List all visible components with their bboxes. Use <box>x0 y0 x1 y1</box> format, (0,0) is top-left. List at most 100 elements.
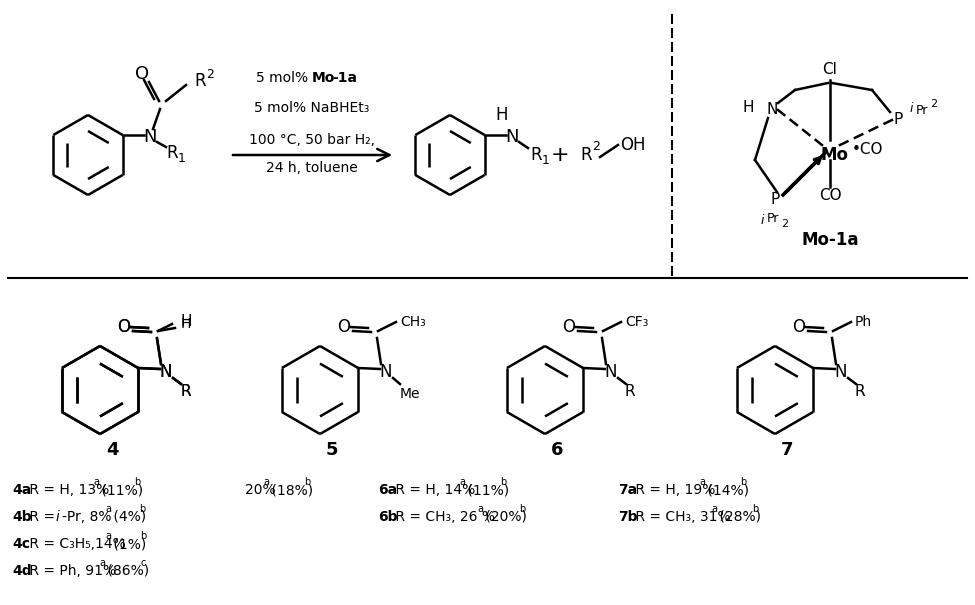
Text: R =: R = <box>25 510 59 524</box>
Text: a: a <box>263 477 270 487</box>
Text: b: b <box>740 477 746 487</box>
Text: a: a <box>712 504 718 514</box>
Text: 4: 4 <box>105 441 118 459</box>
Text: -1a: -1a <box>332 71 357 85</box>
Text: O: O <box>563 318 575 336</box>
Text: R = H, 19%: R = H, 19% <box>631 483 716 497</box>
Text: P: P <box>893 113 903 128</box>
Text: H: H <box>495 106 508 124</box>
Text: 2: 2 <box>781 219 788 229</box>
Text: b: b <box>304 477 311 487</box>
Text: 2: 2 <box>592 140 600 154</box>
Text: 5: 5 <box>326 441 338 459</box>
Text: 20%: 20% <box>245 483 276 497</box>
Text: Me: Me <box>400 387 420 401</box>
Text: H: H <box>180 315 191 330</box>
Text: i: i <box>910 102 914 114</box>
Text: OH: OH <box>620 136 645 154</box>
Text: H: H <box>742 99 754 114</box>
Text: R = CH₃, 26 %: R = CH₃, 26 % <box>391 510 495 524</box>
Text: •CO: •CO <box>852 143 883 157</box>
Text: N: N <box>604 363 617 381</box>
Text: i: i <box>761 214 764 226</box>
Text: 2: 2 <box>206 68 214 80</box>
Text: c: c <box>140 558 145 568</box>
Text: b: b <box>500 477 506 487</box>
Text: O: O <box>135 65 149 83</box>
Text: 4d: 4d <box>12 564 31 578</box>
Text: N: N <box>766 102 778 117</box>
Text: (86%): (86%) <box>103 564 149 578</box>
Text: (14%): (14%) <box>703 483 749 497</box>
Text: 1: 1 <box>542 154 550 168</box>
Text: (18%): (18%) <box>267 483 313 497</box>
Text: N: N <box>160 363 173 381</box>
Text: R: R <box>580 146 592 164</box>
Text: R: R <box>625 385 636 399</box>
Text: N: N <box>143 128 157 146</box>
Text: a: a <box>94 477 99 487</box>
Text: CO: CO <box>819 188 841 203</box>
Text: R = C₃H₅,14%: R = C₃H₅,14% <box>25 537 126 551</box>
Text: (1%): (1%) <box>109 537 146 551</box>
Text: CH₃: CH₃ <box>400 315 426 329</box>
Text: R = Ph, 91%: R = Ph, 91% <box>25 564 116 578</box>
Text: Cl: Cl <box>823 62 838 77</box>
Text: a: a <box>99 558 105 568</box>
Text: (28%): (28%) <box>716 510 761 524</box>
Text: Mo: Mo <box>312 71 335 85</box>
Text: 7a: 7a <box>618 483 637 497</box>
Text: O: O <box>337 318 350 336</box>
Text: a: a <box>699 477 705 487</box>
Text: (4%): (4%) <box>108 510 145 524</box>
Text: a: a <box>459 477 465 487</box>
Text: 5 mol% NaBHEt₃: 5 mol% NaBHEt₃ <box>254 101 370 115</box>
Text: N: N <box>505 128 519 146</box>
Text: a: a <box>105 504 111 514</box>
Text: R = H, 13%: R = H, 13% <box>25 483 109 497</box>
Text: 100 °C, 50 bar H₂,: 100 °C, 50 bar H₂, <box>249 133 375 147</box>
Text: b: b <box>140 531 146 541</box>
Text: R = H, 14%: R = H, 14% <box>391 483 475 497</box>
Text: b: b <box>753 504 759 514</box>
Text: 2: 2 <box>930 99 937 109</box>
Text: 7b: 7b <box>618 510 638 524</box>
Text: 24 h, toluene: 24 h, toluene <box>266 161 358 175</box>
Text: R: R <box>180 385 191 399</box>
Text: 1: 1 <box>178 152 186 166</box>
Text: N: N <box>160 363 173 381</box>
Text: -Pr, 8%: -Pr, 8% <box>61 510 111 524</box>
Text: 6b: 6b <box>378 510 398 524</box>
Text: 6: 6 <box>551 441 564 459</box>
Text: Mo-1a: Mo-1a <box>801 231 859 249</box>
Text: (11%): (11%) <box>97 483 143 497</box>
Text: (20%): (20%) <box>482 510 527 524</box>
Text: O: O <box>118 318 131 336</box>
Text: 6a: 6a <box>378 483 397 497</box>
Text: P: P <box>770 192 780 208</box>
Text: R: R <box>180 385 191 399</box>
Text: 4c: 4c <box>12 537 30 551</box>
Text: 5 mol%: 5 mol% <box>255 71 312 85</box>
Text: +: + <box>551 145 569 165</box>
Text: O: O <box>793 318 805 336</box>
Text: b: b <box>134 477 140 487</box>
Text: 7: 7 <box>781 441 794 459</box>
Text: N: N <box>379 363 392 381</box>
Text: N: N <box>835 363 847 381</box>
Text: 4a: 4a <box>12 483 31 497</box>
Text: R: R <box>166 144 177 162</box>
Text: Pr: Pr <box>916 103 928 117</box>
Text: b: b <box>139 504 146 514</box>
Text: R = CH₃, 31%: R = CH₃, 31% <box>631 510 730 524</box>
Text: i: i <box>56 510 59 524</box>
Text: R: R <box>855 385 866 399</box>
Text: CF₃: CF₃ <box>625 315 648 329</box>
Text: (11%): (11%) <box>463 483 509 497</box>
Text: b: b <box>519 504 525 514</box>
Text: R: R <box>194 72 206 90</box>
Text: H: H <box>181 317 191 331</box>
Text: Ph: Ph <box>855 315 872 329</box>
Text: Mo: Mo <box>821 146 849 164</box>
Text: a: a <box>478 504 484 514</box>
